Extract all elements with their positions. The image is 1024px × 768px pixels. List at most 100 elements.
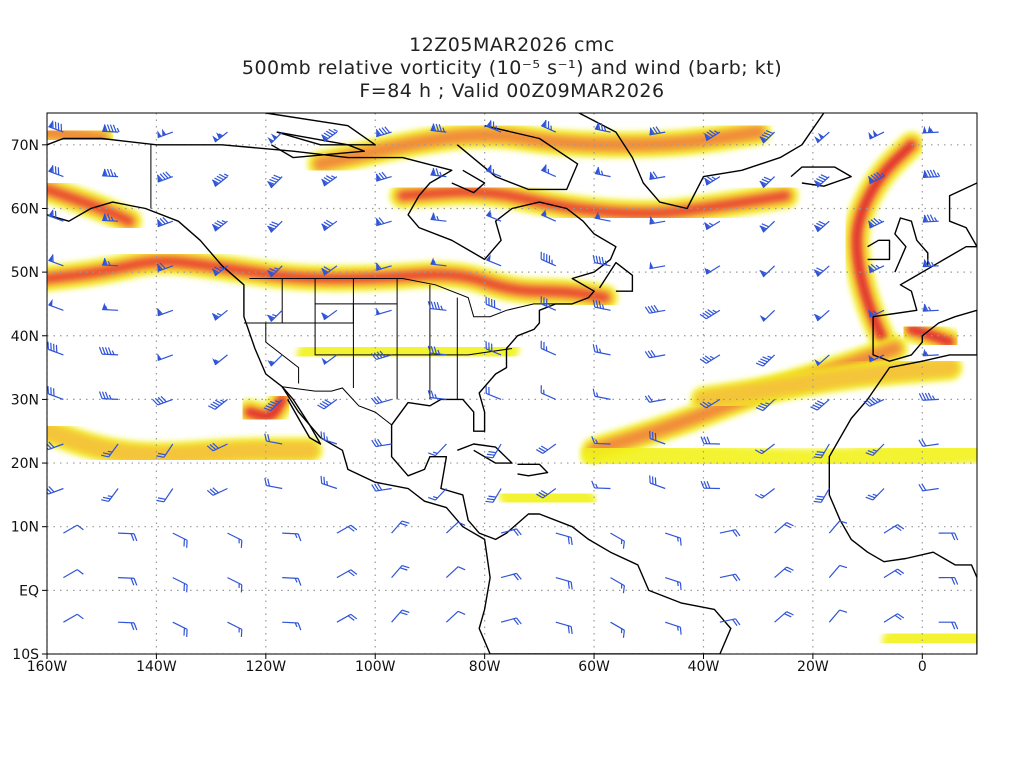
- vorticity-contours: [47, 119, 977, 654]
- y-tick-label: EQ: [19, 583, 39, 599]
- wind-barb: [63, 524, 84, 534]
- wind-barb: [391, 564, 410, 578]
- wind-barb: [47, 341, 64, 356]
- wind-barb: [867, 309, 885, 318]
- wind-barb: [938, 621, 959, 630]
- wind-barb: [759, 220, 776, 233]
- wind-barb: [264, 478, 283, 490]
- wind-barb: [918, 392, 939, 401]
- wind-barb: [774, 611, 794, 623]
- wind-barb: [649, 475, 666, 490]
- wind-barb: [430, 257, 447, 267]
- political-border: [265, 323, 300, 384]
- contour-level-5: [247, 397, 284, 418]
- wind-barb: [865, 443, 885, 457]
- wind-barb: [754, 488, 775, 499]
- wind-barb: [428, 488, 447, 501]
- wind-barb: [868, 354, 885, 363]
- vorticity-band: [499, 481, 597, 515]
- wind-barb: [152, 395, 174, 406]
- wind-barb: [938, 532, 959, 541]
- wind-barb: [922, 125, 939, 134]
- wind-barb: [610, 532, 625, 549]
- vorticity-band: [47, 119, 115, 152]
- wind-barb: [699, 309, 721, 320]
- wind-barb: [922, 169, 941, 179]
- wind-barb: [211, 265, 228, 277]
- coastline: [867, 239, 891, 261]
- wind-barb: [610, 621, 625, 638]
- wind-barb: [536, 488, 557, 499]
- x-tick-label: 60W: [578, 659, 610, 675]
- wind-barb: [814, 354, 830, 366]
- x-axis-ticks: 160W 140W 120W 100W 80W 60W 40W 20W 0: [27, 654, 927, 675]
- wind-barb: [445, 610, 466, 623]
- wind-barb: [813, 443, 830, 459]
- wind-barb: [267, 265, 283, 278]
- wind-barb: [810, 398, 830, 411]
- coastline: [577, 113, 825, 210]
- wind-barb: [759, 129, 776, 144]
- wind-barb: [918, 483, 939, 492]
- wind-barb: [427, 390, 447, 400]
- coastline: [598, 261, 634, 292]
- wind-barb: [336, 569, 358, 579]
- wind-barb: [102, 124, 120, 133]
- political-border: [249, 278, 556, 318]
- wind-barb: [47, 441, 64, 451]
- wind-barb: [211, 173, 229, 188]
- wind-barb: [918, 439, 939, 447]
- wind-barb: [555, 532, 573, 546]
- x-tick-label: 100W: [355, 659, 396, 675]
- coastline: [457, 443, 513, 464]
- wind-barb: [427, 345, 447, 356]
- wind-barb: [211, 309, 228, 321]
- wind-barb: [391, 609, 410, 623]
- wind-barb: [540, 251, 557, 267]
- vorticity-band: [307, 119, 772, 177]
- wind-barb: [485, 443, 502, 459]
- wind-barb: [102, 257, 119, 267]
- wind-barb: [227, 532, 243, 548]
- wind-barb: [102, 302, 119, 311]
- wind-barb: [649, 171, 666, 181]
- wind-barb: [649, 430, 666, 445]
- wind-barb: [649, 216, 666, 225]
- vorticity-band: [47, 176, 143, 235]
- wind-barb: [703, 220, 721, 231]
- wind-barb: [48, 209, 64, 222]
- wind-barb: [118, 621, 138, 631]
- wind-barb: [594, 166, 611, 178]
- wind-barb: [719, 618, 741, 626]
- wind-barb: [263, 398, 283, 412]
- wind-barb: [540, 296, 557, 311]
- wind-barb: [540, 164, 557, 178]
- wind-barb: [371, 438, 392, 448]
- x-tick-label: 80W: [469, 659, 501, 675]
- wind-barb: [865, 488, 885, 501]
- wind-barb: [486, 209, 502, 222]
- contour-level-1: [499, 481, 597, 515]
- wind-barb: [644, 350, 666, 359]
- wind-barb: [336, 524, 358, 534]
- wind-barb: [320, 475, 338, 490]
- wind-barb: [774, 566, 794, 579]
- contour-level-5: [909, 327, 952, 344]
- wind-barb: [375, 262, 392, 271]
- wind-barb: [157, 128, 174, 139]
- contour-level-2: [47, 422, 319, 465]
- wind-barb: [591, 480, 611, 490]
- coastline: [375, 81, 512, 106]
- wind-barb: [227, 621, 243, 638]
- wind-barb: [922, 348, 939, 357]
- contour-level-5: [855, 143, 913, 344]
- wind-barb: [445, 566, 466, 579]
- wind-barb: [98, 391, 119, 400]
- wind-barb: [206, 487, 228, 496]
- x-tick-label: 160W: [27, 659, 68, 675]
- contour-level-4: [47, 186, 133, 225]
- vorticity-band: [881, 621, 977, 654]
- wind-barb: [375, 217, 392, 227]
- wind-barb: [699, 354, 721, 364]
